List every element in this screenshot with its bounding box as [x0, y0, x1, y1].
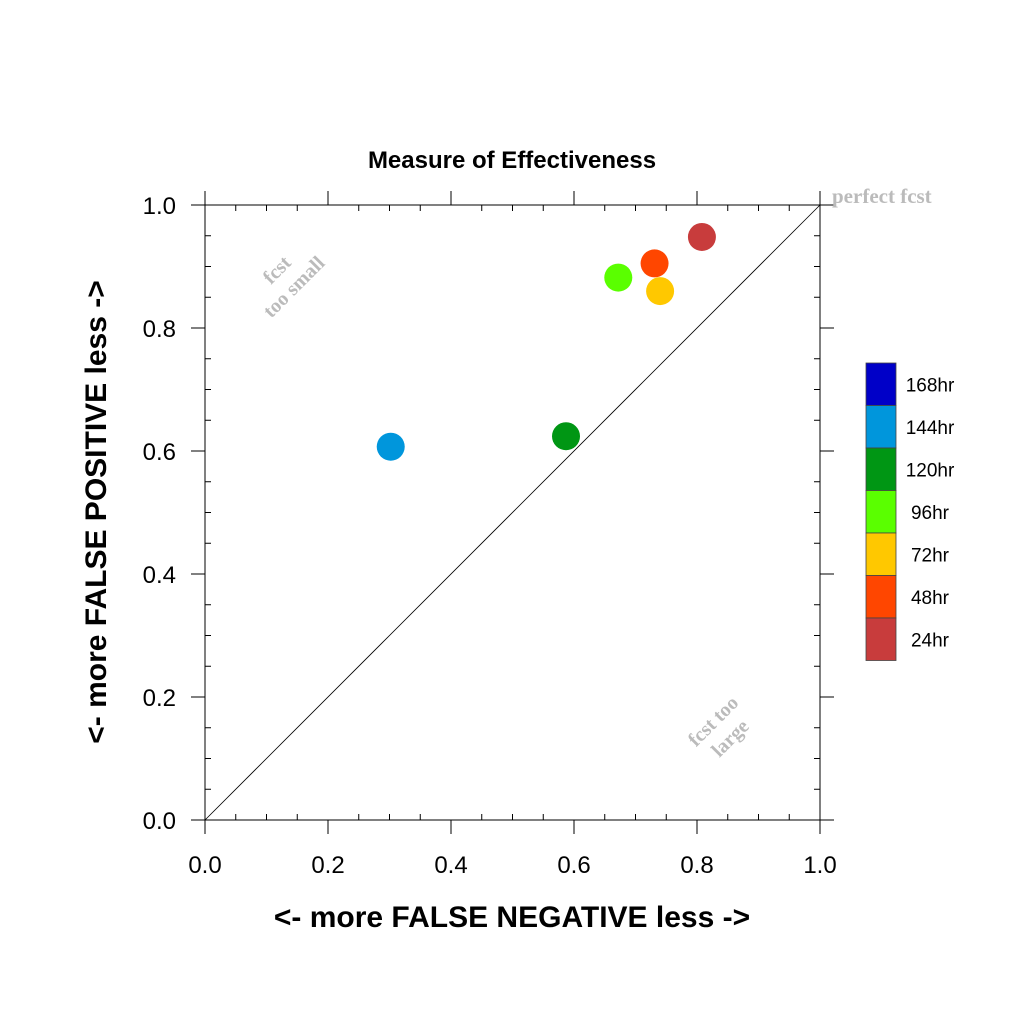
- x-tick-label: 0.6: [557, 852, 590, 879]
- legend: 168hr 144hr 120hr 96hr 72hr 48hr 24hr: [865, 362, 955, 661]
- data-point-120hr: [552, 422, 581, 451]
- y-tick-label: 0.8: [143, 316, 176, 343]
- x-axis-label: <- more FALSE NEGATIVE less ->: [274, 901, 750, 934]
- x-tick-labels: 0.0 0.2 0.4 0.6 0.8 1.0: [188, 852, 836, 879]
- x-tick-label: 1.0: [803, 852, 836, 879]
- legend-swatch-96hr: [865, 490, 897, 534]
- legend-swatch-120hr: [865, 447, 897, 491]
- data-point-24hr: [687, 222, 716, 251]
- minor-ticks: [205, 205, 820, 820]
- y-tick-label: 0.0: [143, 808, 176, 835]
- chart-title: Measure of Effectiveness: [368, 147, 656, 174]
- y-tick-label: 0.4: [143, 562, 176, 589]
- data-point-144hr: [376, 432, 405, 461]
- x-tick-label: 0.0: [188, 852, 221, 879]
- y-tick-labels: 0.0 0.2 0.4 0.6 0.8 1.0: [143, 193, 176, 835]
- annotation-fcst-too-large: fcst too large: [684, 692, 754, 762]
- data-point-96hr: [604, 263, 633, 292]
- legend-label-48hr: 48hr: [911, 588, 950, 609]
- legend-label-24hr: 24hr: [911, 630, 950, 651]
- x-tick-label: 0.2: [311, 852, 344, 879]
- legend-label-120hr: 120hr: [906, 460, 955, 481]
- legend-label-168hr: 168hr: [906, 375, 955, 396]
- legend-swatch-48hr: [865, 575, 897, 619]
- reference-diagonal-line: [204, 204, 821, 821]
- x-tick-label: 0.4: [434, 852, 467, 879]
- legend-swatch-72hr: [865, 532, 897, 576]
- legend-label-144hr: 144hr: [906, 418, 955, 439]
- y-tick-label: 0.2: [143, 685, 176, 712]
- y-tick-label: 1.0: [143, 193, 176, 220]
- legend-label-96hr: 96hr: [911, 503, 950, 524]
- data-point-48hr: [640, 249, 669, 278]
- legend-label-72hr: 72hr: [911, 545, 950, 566]
- annotation-perfect-fcst: perfect fcst: [832, 184, 932, 208]
- legend-swatch-24hr: [865, 617, 897, 661]
- x-tick-label: 0.8: [680, 852, 713, 879]
- legend-swatch-168hr: [865, 362, 897, 406]
- data-points: [376, 222, 716, 461]
- y-axis-label: <- more FALSE POSITIVE less ->: [80, 280, 113, 744]
- data-point-72hr: [646, 277, 675, 306]
- major-ticks: [191, 191, 834, 834]
- legend-swatch-144hr: [865, 405, 897, 449]
- annotation-fcst-too-small: fcst too small: [259, 252, 330, 323]
- y-tick-label: 0.6: [143, 439, 176, 466]
